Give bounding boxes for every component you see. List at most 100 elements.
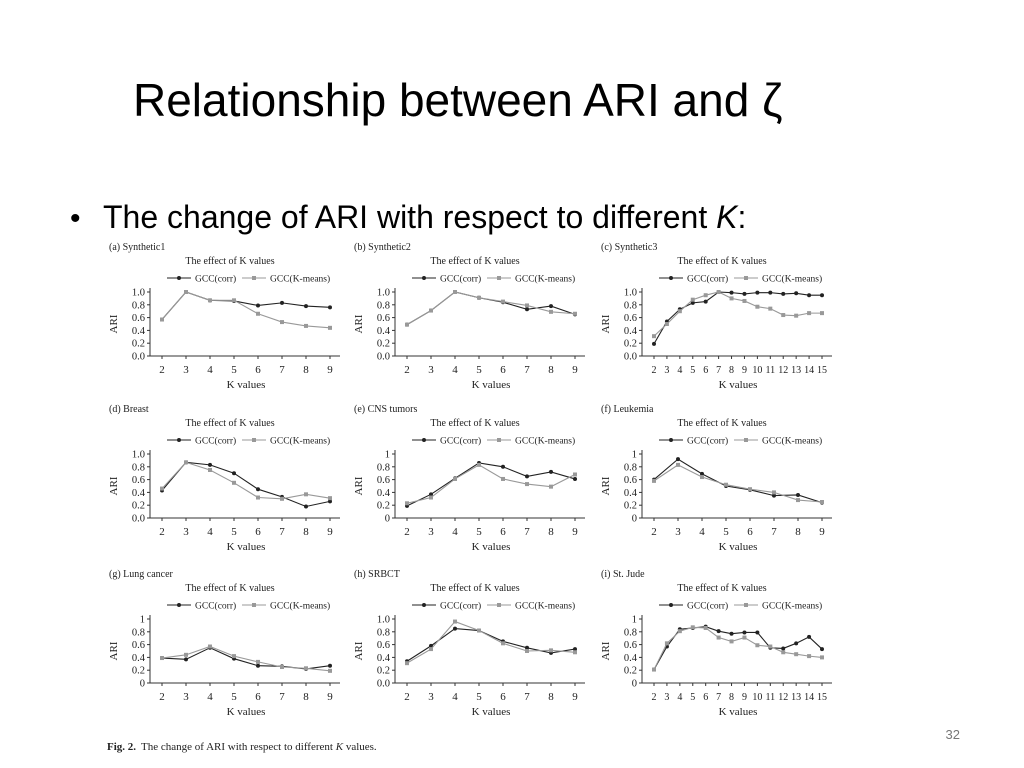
marker	[755, 643, 760, 648]
y-tick-label: 0.8	[377, 300, 390, 311]
marker	[703, 625, 708, 630]
marker	[772, 490, 776, 495]
caption-part: Fig. 2.	[107, 741, 136, 753]
x-tick-label: 13	[791, 692, 801, 703]
y-axis-label: ARI	[353, 314, 365, 333]
marker	[729, 296, 734, 301]
marker	[755, 290, 760, 295]
marker	[742, 291, 747, 296]
x-tick-label: 10	[752, 365, 762, 376]
marker	[328, 305, 332, 310]
x-tick-label: 9	[819, 526, 825, 538]
y-tick-label: 0.2	[377, 666, 390, 677]
x-tick-label: 8	[795, 526, 801, 538]
legend-marker	[669, 603, 673, 607]
marker	[184, 657, 188, 662]
x-axis-label: K values	[227, 706, 266, 718]
y-tick-label: 1	[632, 615, 637, 626]
marker	[807, 634, 812, 639]
panel-label: (d) Breast	[109, 404, 149, 415]
legend-marker	[422, 438, 426, 442]
x-tick-label: 14	[804, 692, 814, 703]
marker	[820, 293, 824, 298]
x-tick-label: 13	[791, 365, 801, 376]
legend-marker	[497, 603, 501, 607]
y-tick-label: 0.6	[377, 313, 390, 324]
chart-title: The effect of K values	[185, 583, 274, 594]
x-tick-label: 10	[752, 692, 762, 703]
marker	[700, 475, 704, 480]
chart-panel: (f) Leukemia The effect of K values GCC(co…	[600, 404, 832, 553]
series-line	[161, 461, 331, 500]
marker	[160, 317, 164, 322]
marker	[405, 501, 409, 506]
marker	[820, 655, 824, 660]
chart-panel: (e) CNS tumors The effect of K values GCC(…	[353, 404, 585, 553]
y-axis-label: ARI	[108, 314, 120, 333]
legend-label: GCC(K-means)	[762, 436, 822, 447]
bullet-dot: •	[70, 202, 81, 235]
marker	[573, 650, 577, 655]
marker	[676, 462, 680, 467]
legend-marker	[669, 276, 673, 280]
y-tick-label: 1.0	[377, 615, 390, 626]
chart-panel: (b) Synthetic2 The effect of K values GCC(…	[353, 242, 585, 391]
panel-label: (h) SRBCT	[354, 569, 400, 580]
y-axis-label: ARI	[108, 476, 120, 495]
marker	[549, 469, 553, 474]
x-tick-label: 9	[572, 691, 578, 703]
marker	[794, 641, 799, 646]
x-tick-label: 5	[690, 365, 695, 376]
marker	[328, 325, 332, 330]
x-tick-label: 12	[778, 365, 788, 376]
legend-marker	[497, 276, 501, 280]
marker	[716, 635, 721, 640]
x-tick-label: 4	[452, 364, 458, 376]
y-tick-label: 1.0	[624, 288, 637, 299]
chart-title: The effect of K values	[677, 583, 766, 594]
x-tick-label: 7	[771, 526, 777, 538]
x-tick-label: 14	[804, 365, 814, 376]
marker	[429, 308, 433, 313]
y-tick-label: 0.4	[377, 326, 391, 337]
marker	[807, 293, 812, 298]
y-axis-label: ARI	[600, 476, 612, 495]
marker	[652, 334, 656, 339]
marker	[525, 645, 529, 650]
marker	[794, 652, 799, 657]
y-tick-label: 0.8	[132, 300, 145, 311]
series-line	[653, 464, 823, 503]
y-tick-label: 0.2	[377, 339, 390, 350]
y-tick-label: 0	[632, 679, 637, 690]
x-axis-label: K values	[719, 379, 758, 391]
x-tick-label: 4	[699, 526, 705, 538]
legend-marker	[744, 438, 748, 442]
y-tick-label: 0.6	[377, 475, 390, 486]
marker	[256, 659, 260, 664]
legend-label: GCC(corr)	[687, 601, 728, 612]
marker	[820, 647, 824, 652]
x-tick-label: 3	[675, 526, 681, 538]
marker	[184, 290, 188, 294]
marker	[429, 495, 433, 500]
marker	[256, 303, 260, 308]
x-tick-label: 2	[404, 364, 410, 376]
y-tick-label: 0.0	[624, 352, 637, 363]
x-tick-label: 7	[279, 691, 285, 703]
marker	[525, 649, 529, 653]
y-tick-label: 0.2	[624, 339, 637, 350]
y-tick-label: 0.8	[377, 627, 390, 638]
x-tick-label: 4	[207, 691, 213, 703]
legend-label: GCC(K-means)	[762, 601, 822, 612]
marker	[664, 322, 669, 326]
series-line	[161, 645, 331, 672]
panel-label: (e) CNS tumors	[354, 404, 417, 415]
panel-label: (i) St. Jude	[601, 569, 645, 580]
marker	[742, 298, 747, 303]
legend-label: GCC(corr)	[195, 274, 236, 285]
series-line	[653, 291, 822, 337]
marker	[677, 309, 682, 314]
marker	[742, 635, 747, 640]
x-tick-label: 3	[664, 692, 669, 703]
y-tick-label: 0.6	[624, 313, 637, 324]
